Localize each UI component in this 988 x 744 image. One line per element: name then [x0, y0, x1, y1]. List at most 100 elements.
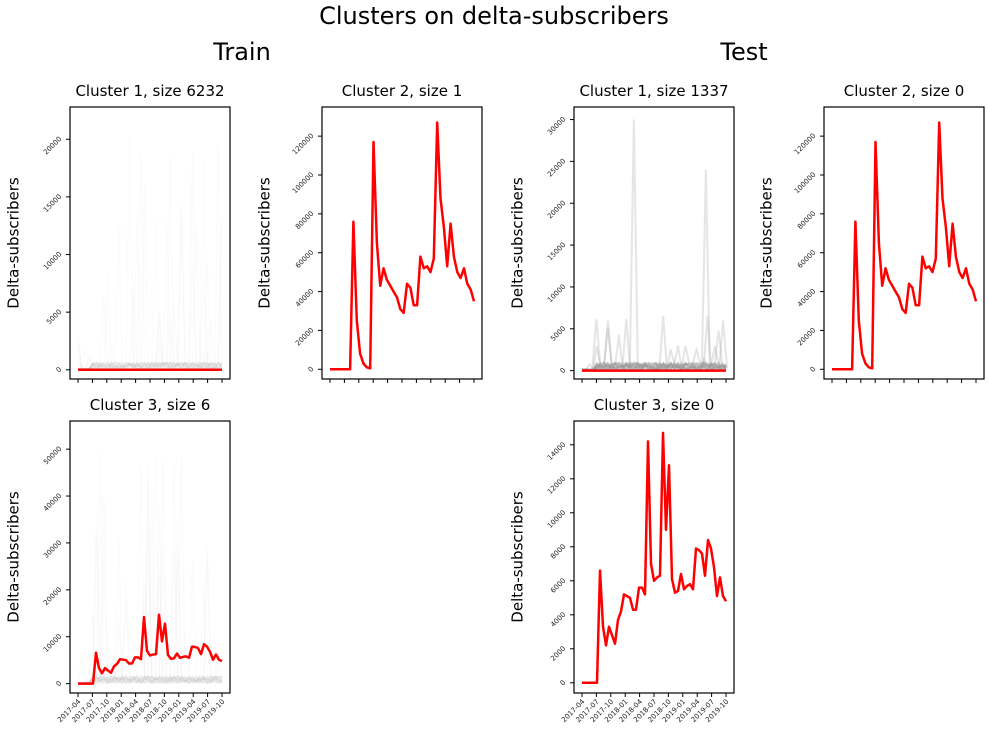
- centroid-line: [78, 613, 223, 685]
- member-series: [77, 649, 223, 685]
- panel-test-cluster-3: 020004000600080001000012000140002017-042…: [509, 396, 735, 724]
- member-series: [78, 455, 223, 685]
- member-series: [77, 314, 223, 371]
- y-tick-label: 0: [55, 679, 64, 688]
- member-series: [581, 318, 727, 373]
- y-axis-label: Delta-subscribers: [5, 177, 23, 309]
- figure-title: Clusters on delta-subscribers: [319, 2, 669, 30]
- y-tick-label: 10000: [42, 632, 63, 653]
- y-tick-label: 120000: [291, 132, 316, 157]
- y-tick-label: 20000: [42, 586, 63, 607]
- member-series: [77, 157, 223, 371]
- member-series: [581, 361, 727, 373]
- y-tick-label: 0: [55, 366, 64, 375]
- member-series: [77, 534, 223, 685]
- member-series: [77, 219, 223, 371]
- y-tick-label: 40000: [796, 287, 817, 308]
- member-series: [77, 486, 223, 685]
- member-series: [77, 582, 223, 685]
- plot-frame: [321, 106, 483, 380]
- member-series: [581, 334, 727, 373]
- panel-test-cluster-2: 0 20000 40000 60000 80000 100000 120000 Cluster…: [758, 82, 985, 383]
- member-series: [77, 602, 223, 685]
- member-series: [700, 169, 711, 369]
- member-series: [581, 315, 727, 373]
- member-series: [581, 361, 727, 373]
- y-tick-label: 12000: [546, 475, 567, 496]
- member-series: [77, 663, 223, 685]
- member-series: [77, 465, 223, 685]
- member-series: [77, 134, 223, 371]
- panel-title: Cluster 3, size 0: [594, 396, 714, 414]
- member-series: [77, 463, 223, 685]
- panel-train-cluster-1: 0 5000 10000 15000 20000 Cluster 1, size 6232…: [5, 82, 231, 383]
- y-axis-label: Delta-subscribers: [5, 491, 23, 623]
- member-series: [77, 343, 223, 371]
- member-series: [77, 534, 223, 685]
- member-series: [77, 264, 223, 371]
- member-series: [77, 632, 223, 685]
- member-series: [77, 161, 223, 371]
- member-series-group: [77, 453, 223, 686]
- member-series: [78, 340, 223, 371]
- member-series: [77, 264, 223, 371]
- member-series: [77, 653, 223, 685]
- member-series: [77, 457, 223, 685]
- centroid-line: [330, 121, 476, 371]
- member-series: [77, 212, 223, 371]
- member-series: [77, 547, 223, 685]
- member-series: [77, 535, 223, 685]
- y-tick-label: 25000: [546, 157, 567, 178]
- y-tick-label: 0: [559, 679, 568, 688]
- y-tick-label: 80000: [294, 210, 315, 231]
- panel-title: Cluster 3, size 6: [90, 396, 210, 414]
- member-series: [77, 552, 223, 685]
- y-axis-label: Delta-subscribers: [256, 177, 274, 309]
- member-series: [718, 320, 729, 369]
- y-tick-label: 10000: [546, 283, 567, 304]
- member-series: [77, 619, 223, 685]
- y-axis-label: Delta-subscribers: [509, 491, 527, 623]
- member-series: [77, 582, 223, 686]
- member-series: [77, 519, 223, 685]
- member-series: [77, 360, 222, 371]
- member-series: [77, 340, 223, 371]
- member-series: [77, 206, 223, 372]
- member-series: [77, 493, 223, 685]
- y-tick-label: 0: [559, 366, 568, 375]
- y-tick-label: 100000: [291, 171, 316, 196]
- y-axis-label: Delta-subscribers: [758, 177, 776, 309]
- panel-test-cluster-1: 0 5000 10000 15000 20000 25000 30000 Cluster 1,…: [509, 82, 735, 383]
- member-series: [77, 654, 223, 685]
- y-tick-label: 10000: [546, 509, 567, 530]
- member-series: [77, 553, 223, 685]
- y-tick-label: 5000: [45, 308, 63, 326]
- y-tick-label: 0: [809, 365, 818, 374]
- member-series: [77, 297, 223, 371]
- member-series: [77, 546, 223, 685]
- panel-train-cluster-2: 0 20000 40000 60000 80000 100000 120000 Cluster…: [256, 82, 483, 383]
- centroid-line: [832, 121, 978, 371]
- member-series: [77, 512, 223, 685]
- y-tick-label: 10000: [42, 250, 63, 271]
- member-series: [77, 343, 223, 371]
- member-series: [628, 119, 639, 369]
- member-series: [77, 153, 223, 371]
- y-tick-label: 20000: [294, 326, 315, 347]
- member-series: [581, 349, 727, 372]
- member-series: [77, 560, 223, 685]
- member-series: [77, 311, 223, 371]
- y-tick-label: 100000: [793, 171, 818, 196]
- member-series: [77, 354, 223, 371]
- y-tick-label: 20000: [546, 199, 567, 220]
- y-tick-label: 20000: [42, 135, 63, 156]
- centroid-line: [582, 431, 728, 685]
- panel-train-cluster-3: 010000200003000040000500002017-042017-07…: [5, 396, 231, 724]
- member-series: [77, 483, 223, 685]
- y-tick-label: 2000: [549, 645, 567, 663]
- y-tick-label: 30000: [42, 539, 63, 560]
- member-series: [77, 465, 223, 685]
- member-series: [77, 556, 223, 685]
- plot-frame: [823, 106, 985, 380]
- member-series: [581, 356, 727, 373]
